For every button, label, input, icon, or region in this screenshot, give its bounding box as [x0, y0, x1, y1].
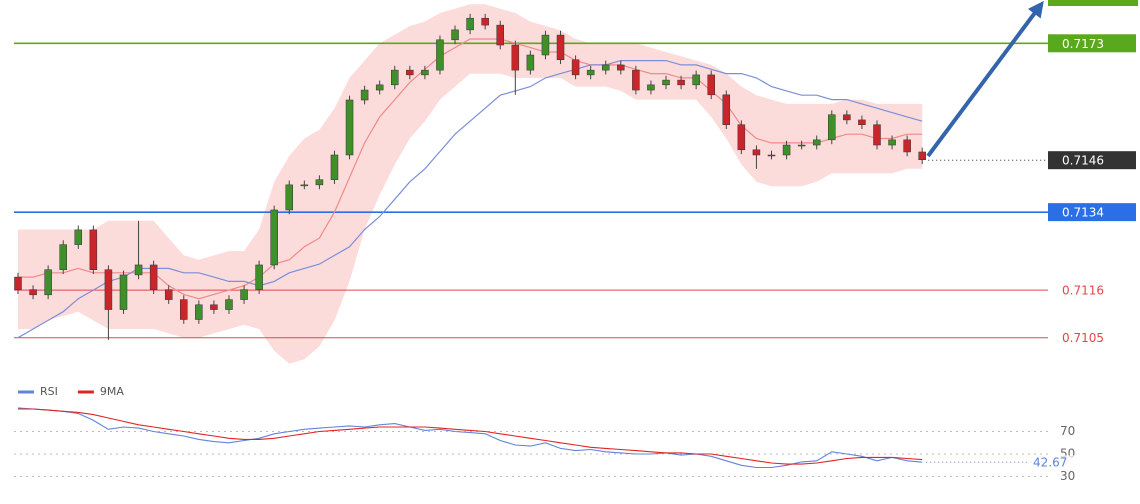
candle-body: [300, 184, 309, 187]
candle-body: [436, 39, 444, 71]
last-price-label: 0.7146: [1062, 154, 1104, 168]
candle-body: [797, 144, 806, 147]
last-value-bg: [1030, 455, 1076, 470]
candle-body: [752, 149, 761, 156]
candle-body: [466, 17, 474, 31]
candle-body: [571, 59, 580, 76]
last-price-tag: [1048, 151, 1136, 170]
candle-body: [210, 304, 218, 310]
candle-body: [360, 89, 369, 101]
legend-label: RSI: [40, 385, 58, 398]
candle-body: [270, 209, 278, 266]
plot-layer: 0.7146 RSI 9MA 42.67: [14, 13, 1136, 470]
candle-body: [677, 79, 685, 86]
candle-body: [375, 84, 384, 91]
candle-body: [707, 74, 715, 96]
candle-body: [330, 154, 339, 180]
candle-body: [812, 139, 821, 146]
candle-body: [59, 244, 67, 270]
level-label: 0.7105: [1062, 331, 1104, 345]
candle-body: [391, 69, 399, 86]
candle-body: [647, 84, 655, 91]
candle-body: [526, 54, 535, 71]
y-tick-label: 70: [1060, 424, 1075, 438]
candle-body: [104, 269, 113, 310]
candle-body: [496, 24, 504, 46]
candle-body: [632, 69, 640, 91]
candle-body: [481, 17, 489, 26]
level-tag: [1048, 34, 1136, 53]
candle-body: [180, 299, 188, 320]
candle-body: [164, 289, 173, 300]
candle-body: [722, 94, 731, 125]
candle-body: [225, 299, 233, 310]
candle-body: [692, 74, 700, 86]
level-label: 0.7134: [1062, 206, 1104, 220]
candle-body: [345, 99, 354, 156]
candle-body: [315, 179, 324, 186]
candle-body: [74, 229, 83, 245]
series-line: [17, 407, 923, 469]
offscreen-level-tag: [1048, 0, 1138, 6]
candle-body: [451, 29, 459, 41]
moving-average: [17, 59, 923, 339]
candle-body: [195, 304, 203, 320]
candle-body: [737, 124, 746, 151]
candle-body: [421, 69, 429, 76]
candle-body: [586, 69, 595, 76]
candle-body: [662, 79, 670, 86]
candle-body: [149, 264, 158, 290]
series-line: [18, 408, 923, 465]
candle-body: [556, 34, 565, 60]
forecast-arrow: [926, 0, 1044, 158]
candle-body: [782, 144, 791, 156]
candle-body: [240, 289, 248, 300]
candle-body: [601, 64, 610, 71]
level-label: 0.7116: [1062, 284, 1104, 298]
candle-body: [873, 124, 881, 146]
candle-body: [44, 269, 52, 296]
candle-body: [29, 289, 37, 296]
candle-body: [134, 264, 143, 276]
candle-body: [285, 184, 294, 211]
level-label: 0.7173: [1062, 37, 1104, 51]
level-tag: [1048, 203, 1136, 222]
candle-body: [903, 139, 911, 153]
candle-body: [858, 119, 866, 125]
candle-body: [89, 229, 98, 270]
candle-body: [511, 44, 520, 71]
legend-label: 9MA: [100, 385, 124, 398]
bollinger-band: [18, 4, 923, 364]
candle-body: [828, 114, 836, 141]
candle-body: [918, 151, 926, 161]
last-value-label: 42.67: [1033, 456, 1067, 470]
y-tick-label: 30: [1060, 469, 1075, 483]
candle-body: [617, 64, 625, 71]
candle-body: [255, 264, 263, 290]
candle-body: [406, 69, 414, 76]
candle-body: [843, 114, 851, 121]
candle-body: [14, 276, 22, 290]
candle-body: [119, 274, 128, 310]
candle-body: [888, 139, 896, 146]
candle-body: [767, 154, 776, 157]
candle-body: [541, 34, 550, 56]
